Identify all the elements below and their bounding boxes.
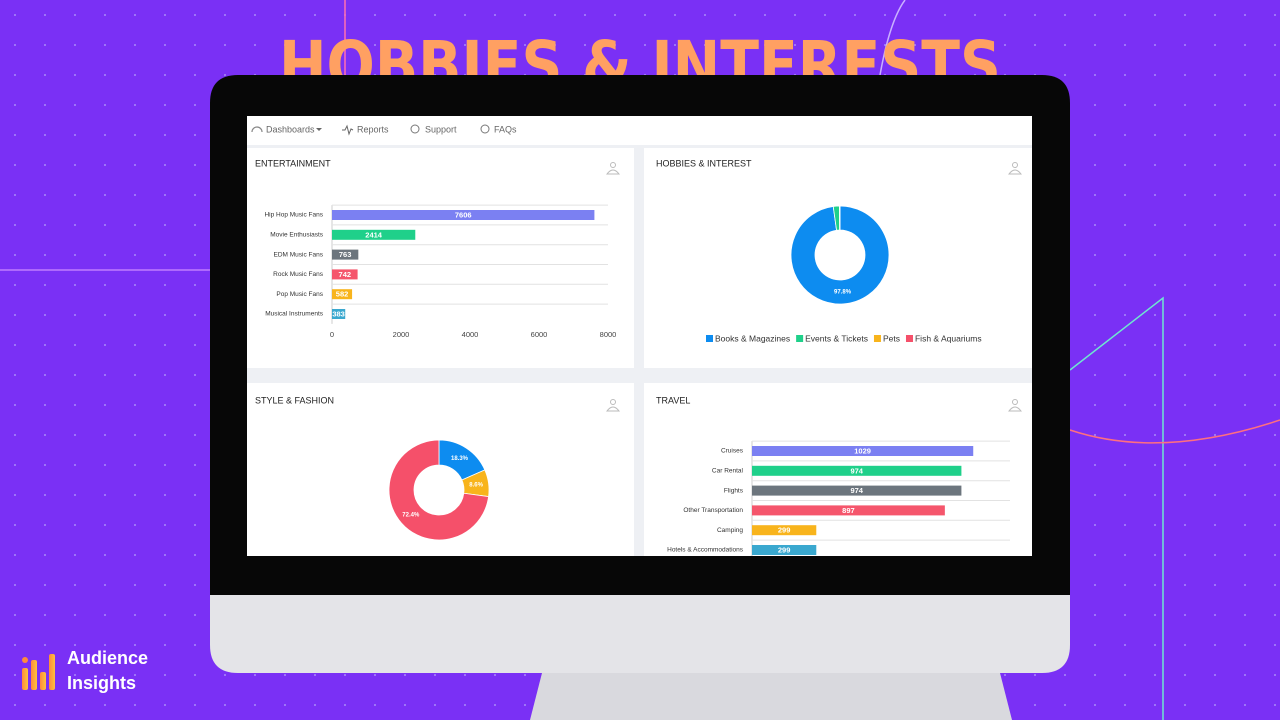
nav-icon (251, 126, 263, 133)
value-label: 8.6% (469, 482, 483, 488)
value-label: 897 (842, 506, 855, 515)
panel (644, 148, 1032, 368)
bar (332, 229, 416, 240)
value-label: 383 (332, 309, 345, 318)
bar (332, 309, 346, 319)
panel-title: HOBBIES & INTEREST (656, 158, 752, 168)
x-tick-label: 4000 (462, 330, 479, 339)
panel-title: ENTERTAINMENT (255, 158, 331, 168)
nav-icon (480, 124, 490, 134)
category-label: Musical Instruments (265, 311, 324, 318)
x-tick-label: 0 (330, 330, 334, 339)
x-tick-label: 8000 (600, 330, 617, 339)
nav-item[interactable]: Support (425, 124, 457, 134)
brand-name: Audience (67, 648, 148, 668)
deco-line (1069, 296, 1164, 720)
bar (752, 505, 945, 516)
value-label: 763 (339, 250, 352, 259)
nav-icon (342, 124, 354, 136)
nav-item[interactable]: FAQs (494, 124, 517, 134)
x-tick-label: 2000 (393, 330, 410, 339)
category-label: Hotels & Accommodations (667, 547, 744, 554)
value-label: 582 (336, 290, 349, 299)
bar (752, 545, 817, 555)
category-label: EDM Music Fans (274, 251, 324, 258)
category-label: Rock Music Fans (273, 271, 324, 278)
category-label: Hip Hop Music Fans (264, 212, 323, 219)
category-label: Pop Music Fans (276, 291, 323, 298)
nav-bar (247, 116, 1032, 145)
nav-item[interactable]: Dashboards (266, 124, 315, 134)
value-label: 2414 (365, 230, 383, 239)
category-label: Camping (717, 527, 743, 534)
bar (332, 210, 595, 220)
panel-icons (605, 162, 1023, 412)
legend-swatch (873, 335, 881, 342)
deco-line (1069, 419, 1280, 444)
panel-title: TRAVEL (656, 395, 690, 405)
bar (332, 289, 353, 300)
panel-title: STYLE & FASHION (255, 395, 334, 405)
legend-label: Pets (883, 333, 900, 343)
value-label: 7606 (455, 210, 472, 219)
monitor-chin (210, 595, 1070, 673)
value-label: 72.4% (402, 512, 420, 518)
monitor-stand (530, 673, 1012, 720)
deco-line (879, 0, 906, 76)
value-label: 299 (778, 545, 791, 554)
bar (332, 249, 359, 260)
legend-swatch (706, 335, 713, 342)
brand-name: Insights (67, 673, 136, 693)
bar (752, 485, 962, 496)
panel (247, 383, 634, 556)
legend-label: Fish & Aquariums (915, 333, 982, 343)
legend-label: Events & Tickets (805, 333, 868, 343)
category-label: Other Transportation (683, 507, 743, 514)
caret (316, 128, 322, 131)
brand-logo (22, 654, 55, 690)
bar (752, 446, 974, 456)
bar (752, 525, 817, 536)
value-label: 1029 (854, 446, 871, 455)
screen: Dashboards Reports Support FAQs ENTERTAI… (247, 116, 1032, 556)
category-label: Flights (724, 487, 744, 494)
nav-icon (410, 124, 420, 134)
legend-swatch (796, 335, 804, 342)
value-label: 974 (850, 466, 863, 475)
category-label: Cruises (721, 448, 744, 455)
legend-swatch (905, 335, 913, 342)
x-tick-label: 6000 (531, 330, 548, 339)
legend-label: Books & Magazines (715, 333, 790, 343)
bar (752, 465, 962, 476)
value-label: 974 (850, 486, 863, 495)
nav-item[interactable]: Reports (357, 124, 389, 134)
bar (332, 269, 358, 280)
donut-slice (790, 205, 890, 305)
value-label: 742 (339, 270, 352, 279)
panel (644, 383, 1032, 556)
panel (247, 148, 634, 368)
value-label: 97.8% (834, 289, 852, 295)
value-label: 299 (778, 526, 791, 535)
category-label: Movie Enthusiasts (270, 232, 323, 239)
category-label: Car Rental (712, 468, 744, 475)
donut-slice (388, 439, 490, 541)
value-label: 18.3% (451, 456, 469, 462)
